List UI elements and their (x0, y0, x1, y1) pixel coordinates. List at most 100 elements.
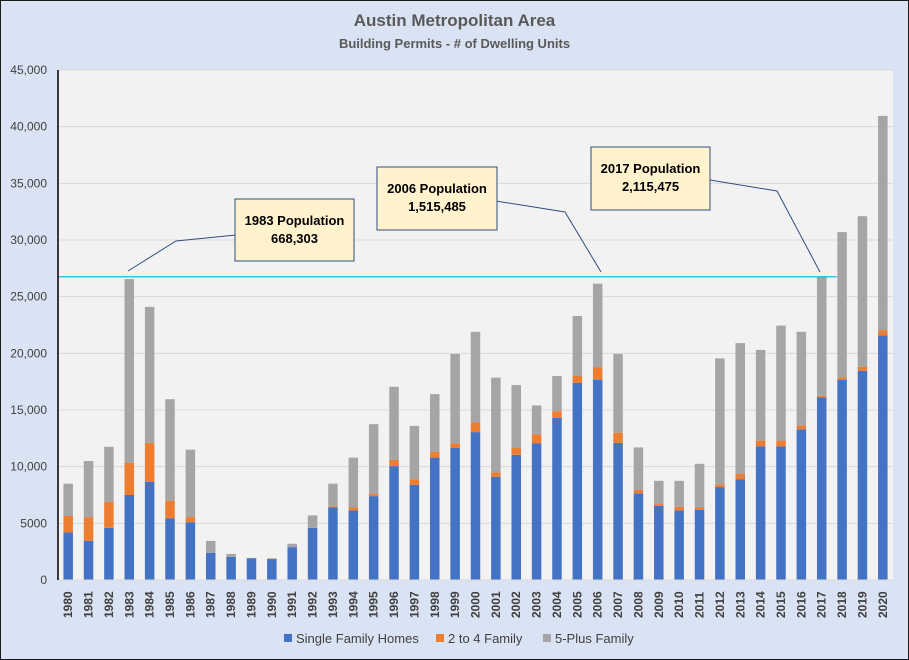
bar-segment (816, 395, 827, 398)
bar-segment (368, 424, 379, 494)
bar-segment (491, 476, 501, 580)
bar-segment (572, 315, 583, 376)
x-tick-label: 1980 (61, 591, 75, 618)
bar-segment (776, 446, 786, 580)
legend-swatch (543, 634, 551, 642)
bar-segment (796, 425, 807, 430)
bar-segment (226, 556, 236, 580)
x-tick-label: 1992 (306, 591, 320, 618)
x-tick-label: 1995 (367, 591, 381, 618)
x-tick-label: 2010 (672, 591, 686, 618)
bar-segment (694, 507, 705, 510)
bar-segment (83, 461, 94, 518)
callout-title: 1983 Population (245, 213, 345, 228)
x-tick-label: 2012 (713, 591, 727, 618)
bar-segment (694, 463, 705, 508)
y-tick-label: 20,000 (10, 346, 47, 360)
bar-segment (348, 510, 359, 580)
bar-segment (572, 382, 583, 580)
x-tick-label: 1994 (346, 591, 360, 618)
bar-segment (755, 440, 766, 447)
bar-segment (613, 353, 623, 433)
callout-box (590, 146, 711, 211)
bar-segment (246, 558, 257, 580)
bar-segment (878, 115, 888, 331)
bar-segment (165, 399, 175, 501)
x-tick-label: 2006 (591, 591, 605, 618)
bar-segment (205, 540, 216, 553)
bar-segment (165, 518, 175, 580)
bars (58, 115, 893, 581)
x-tick-label: 2015 (774, 591, 788, 618)
bar-segment (470, 331, 481, 423)
bar-segment (654, 505, 664, 580)
bar-segment (735, 479, 746, 580)
x-tick-label: 1998 (428, 591, 442, 618)
bar-segment (694, 509, 705, 580)
x-tick-label: 2002 (509, 591, 523, 618)
x-tick-label: 2001 (489, 591, 503, 618)
legend: Single Family Homes 2 to 4 Family 5-Plus F… (284, 631, 634, 646)
bar-segment (450, 443, 460, 448)
x-tick-label: 2016 (794, 591, 808, 618)
callout-leader-line (495, 200, 602, 273)
x-tick-label: 2000 (469, 591, 483, 618)
bar-segment (430, 457, 440, 580)
bar-segment (63, 532, 73, 580)
bar-segment (226, 553, 236, 557)
legend-swatch (436, 634, 444, 642)
y-tick-label: 10,000 (10, 460, 47, 474)
bar-segment (654, 504, 664, 506)
bar-segment (816, 276, 827, 396)
annotations: 1983 Population 668,303 2006 Population 1,5… (127, 146, 821, 273)
bar-segment (185, 517, 196, 523)
bar-segment (144, 481, 155, 580)
bar-segment (307, 515, 318, 528)
bar-segment (389, 459, 399, 467)
bar-segment (552, 376, 562, 412)
x-tick-label: 2014 (754, 591, 768, 618)
bar-segment (755, 349, 766, 441)
bar-segment (368, 493, 379, 497)
x-tick-label: 1996 (387, 591, 401, 618)
bar-segment (104, 501, 114, 528)
legend-label: Single Family Homes (296, 631, 419, 646)
x-tick-label: 1988 (224, 591, 238, 618)
x-tick-label: 1991 (285, 591, 299, 618)
bar-segment (511, 447, 521, 455)
bar-segment (715, 358, 725, 485)
bar-segment (837, 379, 847, 580)
bar-segment (205, 552, 216, 580)
x-tick-label: 1987 (204, 591, 218, 618)
bar-segment (592, 379, 603, 580)
x-tick-label: 1985 (163, 591, 177, 618)
y-tick-label: 45,000 (10, 63, 47, 77)
bar-segment (165, 500, 175, 519)
bar-segment (552, 417, 562, 580)
x-tick-label: 1989 (244, 591, 258, 618)
x-tick-label: 2007 (611, 591, 625, 618)
bar-segment (531, 405, 542, 435)
y-tick-label: 30,000 (10, 233, 47, 247)
bar-segment (878, 330, 888, 336)
bar-segment (409, 479, 420, 485)
bar-segment (328, 506, 338, 508)
callout-value: 1,515,485 (408, 199, 466, 214)
bar-segment (735, 343, 746, 475)
bar-segment (63, 515, 73, 533)
callout-leader-line (709, 179, 821, 273)
bar-segment (430, 394, 440, 452)
callout-box (376, 166, 498, 231)
bar-segment (267, 558, 277, 560)
x-tick-label: 2018 (835, 591, 849, 618)
bar-segment (104, 527, 114, 580)
x-tick-label: 1999 (448, 591, 462, 618)
bar-segment (267, 559, 277, 580)
bar-segment (592, 283, 603, 368)
x-tick-label: 1990 (265, 591, 279, 618)
x-tick-label: 2013 (733, 591, 747, 618)
x-tick-label: 1983 (122, 591, 136, 618)
bar-segment (124, 462, 135, 495)
x-tick-label: 1981 (82, 591, 96, 618)
